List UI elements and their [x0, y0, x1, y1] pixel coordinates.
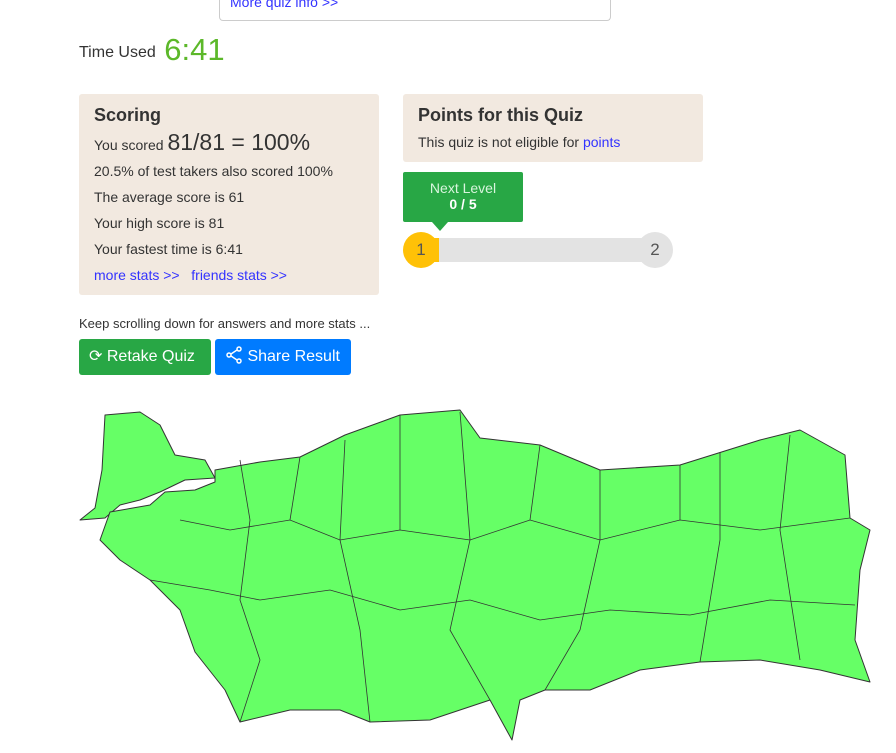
fastest-time-stat: Your fastest time is 6:41	[94, 241, 243, 257]
next-level-value: 0 / 5	[449, 196, 477, 212]
time-used-value: 6:41	[164, 32, 225, 67]
keep-scrolling-text: Keep scrolling down for answers and more…	[79, 316, 371, 331]
friends-stats-link[interactable]: friends stats >>	[191, 267, 287, 283]
points-link[interactable]: points	[582, 134, 621, 150]
score-value: 81/81 = 100%	[167, 129, 311, 155]
high-score-stat: Your high score is 81	[94, 215, 225, 231]
takers-stat: 20.5% of test takers also scored 100%	[94, 163, 333, 179]
points-title: Points for this Quiz	[418, 105, 583, 125]
next-level-circle: 2	[637, 232, 673, 268]
share-result-button[interactable]: Share Result	[215, 339, 351, 375]
points-panel: Points for this Quiz This quiz is not el…	[403, 94, 703, 162]
quiz-info-box: More quiz info >>	[219, 0, 611, 21]
time-used-label: Time Used	[79, 44, 156, 61]
more-quiz-info-link[interactable]: More quiz info >>	[230, 0, 339, 10]
more-stats-link[interactable]: more stats >>	[94, 267, 180, 283]
badge-pointer	[432, 222, 448, 231]
scoring-title: Scoring	[94, 105, 162, 125]
refresh-icon: ⟳	[89, 348, 103, 365]
time-used: Time Used 6:41	[79, 32, 225, 68]
thrace-region[interactable]	[79, 411, 216, 521]
next-level-badge: Next Level 0 / 5	[403, 172, 523, 222]
retake-quiz-button[interactable]: ⟳ Retake Quiz	[79, 339, 211, 375]
scoring-panel: Scoring You scored 81/81 = 100% 20.5% of…	[79, 94, 379, 295]
score-line: You scored 81/81 = 100%	[94, 129, 310, 156]
next-level-label: Next Level	[429, 180, 497, 196]
retake-label: Retake Quiz	[106, 348, 195, 365]
you-scored-label: You scored	[94, 137, 164, 153]
level-progress-track	[420, 238, 656, 262]
current-level-circle: 1	[403, 232, 439, 268]
share-label: Share Result	[247, 348, 340, 365]
share-icon	[226, 346, 242, 364]
average-stat: The average score is 61	[94, 189, 245, 205]
anatolia-region[interactable]	[99, 409, 871, 741]
turkey-provinces-map[interactable]	[0, 400, 896, 753]
points-text: This quiz is not eligible for	[418, 134, 580, 150]
